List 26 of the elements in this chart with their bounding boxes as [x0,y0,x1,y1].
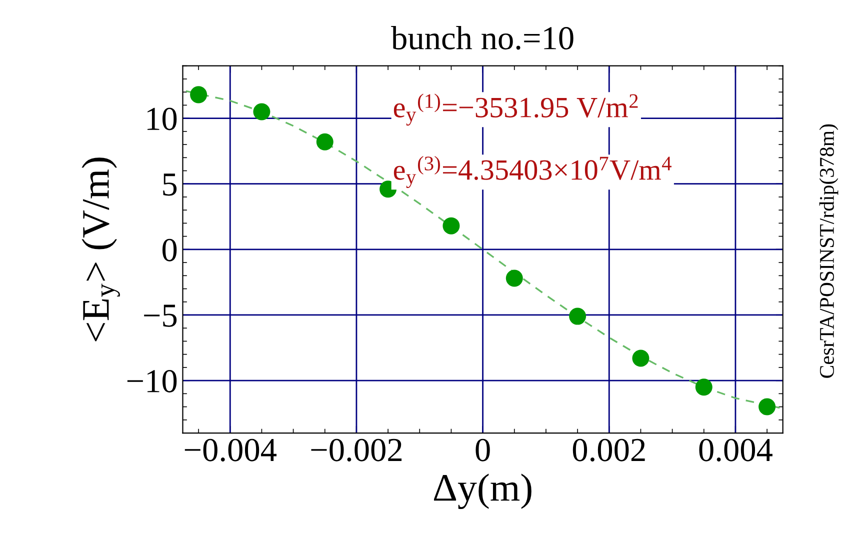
x-tick-label: 0.002 [572,438,645,462]
point [758,398,776,416]
y-tick-label: 5 [163,174,177,196]
point [316,133,334,150]
x-tick-label: 0 [476,438,490,462]
line-series [185,90,781,409]
y-tick-label: −10 [127,370,177,392]
x-axis-title: Δy(m) [434,474,532,510]
text: CesrTA/POSINST/rdip(378m) [819,124,838,378]
point [442,217,460,234]
y-tick-label: 10 [147,108,177,130]
x-tick-label: −0.004 [184,438,277,462]
point [632,350,650,367]
annotation: e$_{y}$$^{(1)}$=−3531.95 V/m$^{2}$ [394,94,638,126]
y-tick-label: 0 [162,238,177,262]
y-axis-title: <E$_{y}$> (V/m) [82,158,120,342]
point [190,86,208,104]
annotation: e$_{y}$$^{(3)}$=4.35403×10$^{7}$V/m$^{4}$ [394,156,672,188]
chart-title: bunch no.=10 [391,26,574,50]
point [253,103,270,120]
x-tick-label: 0.004 [699,438,772,462]
point [506,270,523,287]
y-tick-label: −5 [144,304,177,327]
point [695,378,712,396]
point [569,308,586,325]
x-tick-label: −0.002 [311,438,402,462]
